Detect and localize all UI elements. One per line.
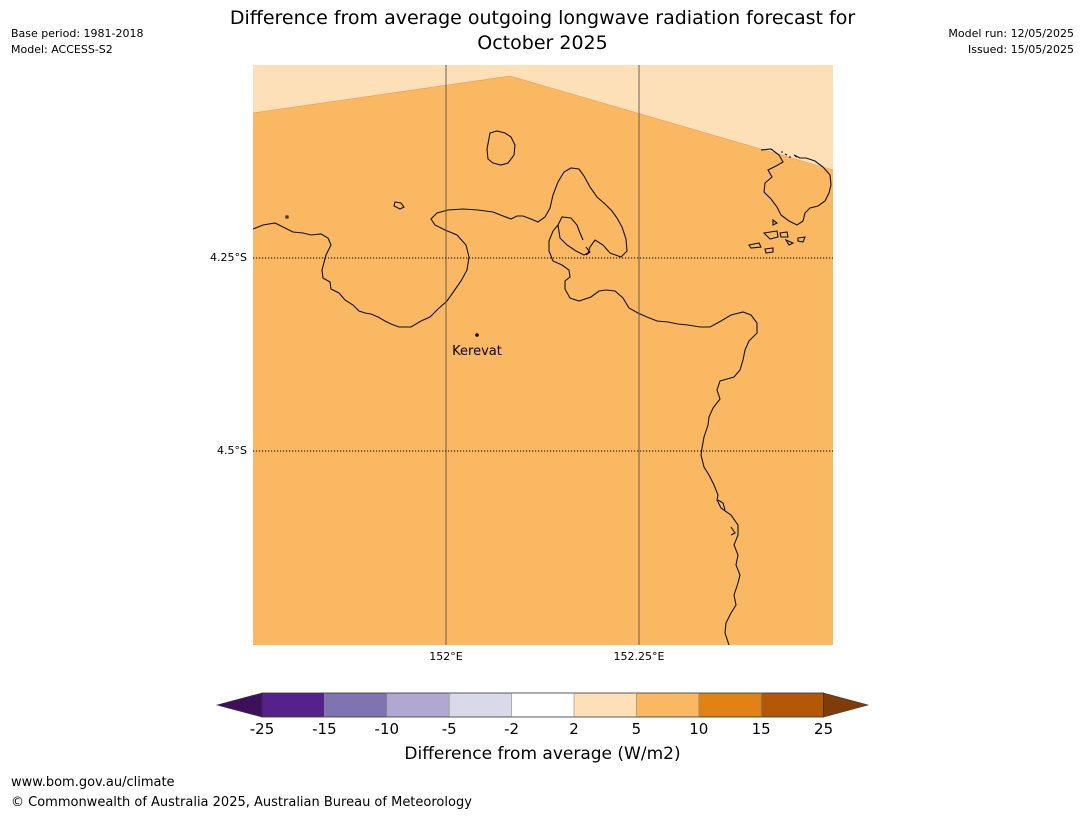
colorbar-tick: 10 — [689, 720, 708, 738]
place-label-kerevat: Kerevat — [452, 344, 502, 359]
colorbar-segment-4 — [449, 693, 511, 717]
lat-label-4-25: 4.25°S — [210, 251, 247, 264]
colorbar-tick: 2 — [569, 720, 579, 738]
chart-title-line2: October 2025 — [180, 31, 905, 56]
map-background — [253, 65, 833, 645]
colorbar-tick: -5 — [442, 720, 457, 738]
colorbar-title: Difference from average (W/m2) — [0, 744, 1085, 764]
lat-label-4-5: 4.5°S — [217, 444, 247, 457]
colorbar — [215, 692, 871, 720]
colorbar-segment-1 — [262, 693, 324, 717]
colorbar-segment-6 — [574, 693, 636, 717]
colorbar-extend-low — [217, 693, 262, 717]
issued-text: Issued: 15/05/2025 — [948, 42, 1074, 58]
footer-url: www.bom.gov.au/climate — [11, 775, 175, 790]
colorbar-segment-8 — [699, 693, 761, 717]
forecast-map: Kerevat — [253, 65, 833, 645]
colorbar-tick: -2 — [504, 720, 519, 738]
colorbar-tick: -25 — [250, 720, 275, 738]
chart-title: Difference from average outgoing longwav… — [180, 6, 905, 56]
colorbar-segment-5 — [512, 693, 574, 717]
colorbar-tick: 15 — [752, 720, 771, 738]
model-run-text: Model run: 12/05/2025 — [948, 26, 1074, 42]
colorbar-extend-high — [824, 693, 868, 717]
meta-right: Model run: 12/05/2025 Issued: 15/05/2025 — [948, 26, 1074, 58]
colorbar-tick: -15 — [312, 720, 337, 738]
footer-copyright: © Commonwealth of Australia 2025, Austra… — [11, 795, 472, 810]
meta-left: Base period: 1981-2018 Model: ACCESS-S2 — [11, 26, 143, 58]
colorbar-segment-2 — [324, 693, 386, 717]
chart-title-line1: Difference from average outgoing longwav… — [180, 6, 905, 31]
lon-label-152-25: 152.25°E — [614, 650, 665, 663]
colorbar-tick: 25 — [814, 720, 833, 738]
colorbar-tick: -10 — [375, 720, 400, 738]
colorbar-segment-9 — [761, 693, 823, 717]
lon-label-152: 152°E — [429, 650, 462, 663]
base-period-text: Base period: 1981-2018 — [11, 26, 143, 42]
colorbar-segment-7 — [636, 693, 698, 717]
colorbar-segment-3 — [387, 693, 449, 717]
model-text: Model: ACCESS-S2 — [11, 42, 143, 58]
place-marker-kerevat — [475, 333, 479, 337]
colorbar-tick: 5 — [632, 720, 642, 738]
